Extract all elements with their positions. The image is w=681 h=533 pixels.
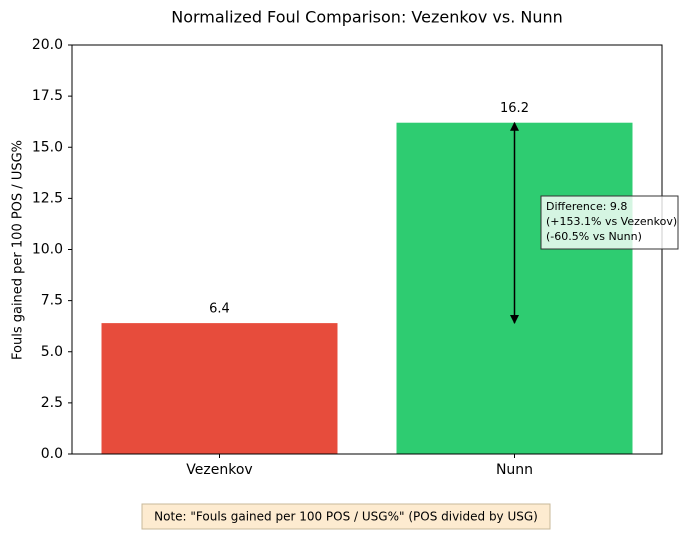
y-axis-label: Fouls gained per 100 POS / USG% (11, 140, 26, 360)
y-tick-label: 5.0 (41, 344, 63, 360)
annotation-box (540, 195, 679, 250)
annotation-text: (-60.5% vs Nunn) (546, 230, 642, 243)
y-tick-label: 17.5 (32, 88, 63, 104)
value-label: 6.4 (209, 302, 230, 317)
bar (101, 323, 338, 454)
annotation-text: (+153.1% vs Vezenkov) (546, 215, 677, 228)
value-label: 16.2 (500, 101, 529, 116)
chart-title: Normalized Foul Comparison: Vezenkov vs.… (171, 8, 563, 27)
y-tick-label: 20.0 (32, 37, 63, 53)
note: Note: "Fouls gained per 100 POS / USG%" … (154, 510, 538, 524)
y-tick-label: 2.5 (41, 395, 63, 411)
x-tick-label: Nunn (496, 462, 533, 478)
y-tick-label: 7.5 (41, 293, 63, 309)
note-box (141, 503, 551, 530)
y-tick-label: 15.0 (32, 139, 63, 155)
y-tick-label: 0.0 (41, 446, 63, 462)
y-tick-label: 10.0 (32, 242, 63, 258)
y-tick-label: 12.5 (32, 190, 63, 206)
annotation-text: Difference: 9.8 (546, 200, 627, 213)
x-tick-label: Vezenkov (186, 462, 252, 478)
